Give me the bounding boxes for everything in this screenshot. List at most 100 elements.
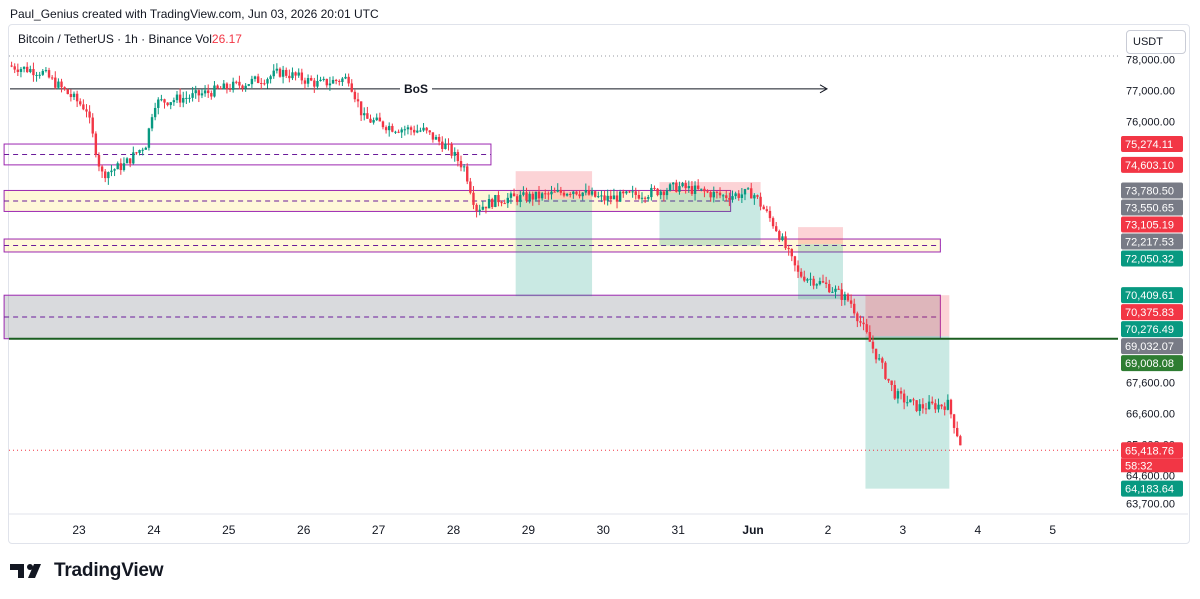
candle-body <box>893 385 896 399</box>
brand-name: TradingView <box>54 560 164 581</box>
candle-body <box>72 93 76 98</box>
candle-body <box>425 127 428 131</box>
candle-body <box>790 248 793 257</box>
candle-body <box>653 187 656 189</box>
candle-body <box>824 282 828 284</box>
candle-body <box>902 393 906 403</box>
candle-body <box>921 404 925 409</box>
x-tick-label: 29 <box>522 523 536 537</box>
candle-body <box>544 193 547 195</box>
candle-body <box>631 191 634 193</box>
candle-body <box>406 127 410 130</box>
candle-body <box>662 191 666 196</box>
position-stop-zone <box>865 295 950 337</box>
y-tick-label: 67,600.00 <box>1126 377 1175 389</box>
candle-body <box>241 85 244 89</box>
price-label: 65,418.76 <box>1125 445 1174 457</box>
candle-body <box>890 380 893 386</box>
candle-body <box>138 149 141 153</box>
candle-body <box>188 97 191 99</box>
candle-body <box>725 195 728 198</box>
candle-body <box>191 93 194 98</box>
y-tick-label: 77,000.00 <box>1126 85 1175 97</box>
candle-body <box>178 94 182 103</box>
candle-body <box>75 93 79 102</box>
candle-body <box>135 152 138 154</box>
candle-body <box>709 192 712 198</box>
candle-body <box>200 93 204 96</box>
candle-body <box>235 81 238 83</box>
candle-body <box>194 90 197 94</box>
candle-body <box>422 127 425 131</box>
price-label: 75,274.11 <box>1125 139 1173 151</box>
candle-body <box>690 186 694 194</box>
candle-body <box>244 85 247 89</box>
candle-body <box>687 186 691 189</box>
candle-body <box>572 191 575 195</box>
candle-body <box>160 99 163 101</box>
candle-body <box>478 209 481 211</box>
chart-attribution: Paul_Genius created with TradingView.com… <box>10 7 379 21</box>
candle-body <box>291 72 294 79</box>
candle-body <box>581 192 584 197</box>
candle-body <box>952 414 956 428</box>
price-label: 72,217.53 <box>1125 236 1174 248</box>
candle-body <box>203 90 207 94</box>
x-tick-label: 23 <box>72 523 86 537</box>
position-target-zone <box>659 192 761 246</box>
position-target-zone <box>515 199 593 297</box>
candle-body <box>956 427 959 437</box>
candle-body <box>731 196 734 200</box>
candle-body <box>643 197 647 199</box>
candle-body <box>606 195 609 201</box>
candle-body <box>622 191 625 194</box>
x-tick-label: 24 <box>147 523 161 537</box>
candle-body <box>877 358 881 360</box>
candle-body <box>750 188 753 199</box>
candle-body <box>419 130 422 132</box>
candle-body <box>647 197 650 199</box>
candle-body <box>275 68 279 71</box>
candle-body <box>469 181 472 193</box>
candle-body <box>896 391 900 399</box>
candle-body <box>91 117 94 134</box>
symbol-legend[interactable]: Bitcoin / TetherUS · 1h · Binance Vol26.… <box>18 32 242 46</box>
candle-body <box>569 193 572 195</box>
tradingview-brand[interactable]: TradingView <box>10 560 164 582</box>
candle-body <box>853 303 856 314</box>
candles-layer <box>10 61 962 446</box>
candle-body <box>22 66 26 69</box>
candle-body <box>32 69 35 76</box>
candle-body <box>678 186 681 192</box>
currency-button[interactable]: USDT <box>1126 30 1186 54</box>
candle-body <box>793 256 797 266</box>
price-label-bg <box>1121 182 1183 199</box>
candle-body <box>862 322 865 325</box>
candle-body <box>63 87 66 90</box>
candle-body <box>706 191 709 193</box>
bos-label: BoS <box>404 82 428 96</box>
candle-body <box>681 183 684 187</box>
candle-body <box>172 100 176 103</box>
candle-body <box>297 72 300 76</box>
candle-body <box>672 182 675 185</box>
candle-body <box>625 191 628 194</box>
x-tick-label: 4 <box>974 523 981 537</box>
candle-body <box>640 197 644 199</box>
candle-body <box>334 79 338 81</box>
candle-body <box>547 193 550 195</box>
candle-body <box>949 399 953 415</box>
candle-body <box>225 83 229 89</box>
y-tick-label: 63,700.00 <box>1126 499 1175 511</box>
candle-body <box>481 206 485 210</box>
candle-body <box>578 194 581 197</box>
candle-body <box>228 88 232 90</box>
price-label-bg <box>1121 233 1183 250</box>
candle-body <box>369 118 372 123</box>
candle-body <box>490 199 494 207</box>
candle-body <box>431 132 435 140</box>
candle-body <box>322 78 325 80</box>
candle-body <box>768 210 772 219</box>
candle-body <box>562 192 566 196</box>
